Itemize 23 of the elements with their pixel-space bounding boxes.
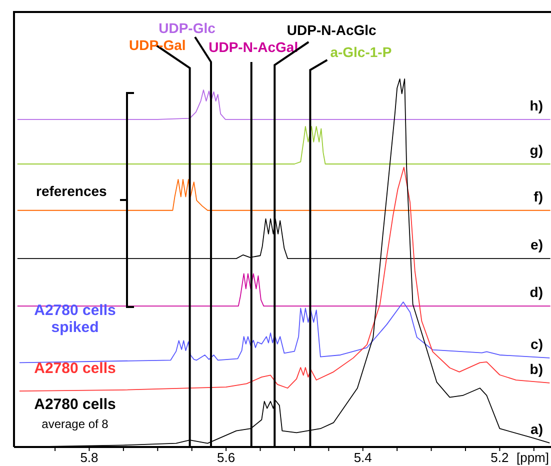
ref-line-label: UDP-N-AcGal [208,39,298,55]
annotation: A2780 cells spiked [33,302,117,336]
x-axis-title: [ppm] [516,450,549,465]
x-tick-label: 5.8 [80,450,98,466]
x-tick-label: 5.6 [217,450,236,466]
series-label: h) [530,97,543,114]
series-label: a) [530,420,543,437]
annotation: A2780 cells [33,396,117,413]
series-label: g) [530,142,543,158]
series-label: c) [530,336,543,352]
ref-line-label: UDP-Glc [158,20,216,36]
ref-line-label: UDP-N-AcGlc [286,22,377,38]
x-tick-label: 5.2 [490,450,509,466]
series-label: e) [530,236,543,253]
ref-line-label: UDP-Gal [129,37,186,53]
annotation: references [36,183,108,199]
series-label: f) [534,188,543,204]
annotation: average of 8 [40,416,110,433]
ref-line-label: a-Glc-1-P [330,44,392,60]
series-label: b) [530,360,543,377]
series-label: d) [530,284,543,300]
annotation: A2780 cells [33,360,117,377]
x-tick-label: 5.4 [354,450,372,466]
